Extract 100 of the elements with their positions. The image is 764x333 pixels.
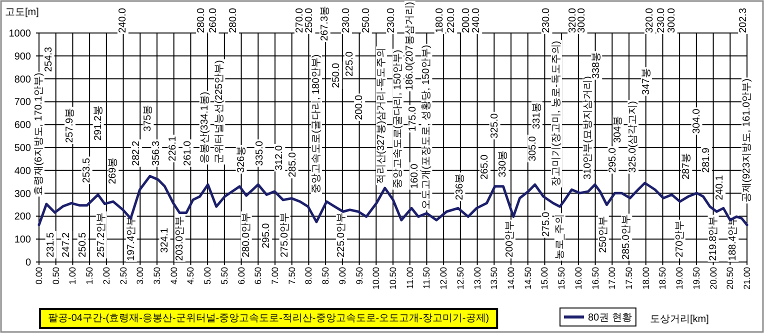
x-tick-label: 18.00 (640, 267, 651, 290)
annotation: 325.0(삼각고지) (628, 101, 639, 173)
annotation: 250.0 (304, 8, 316, 33)
annotation: 282.2 (130, 140, 142, 166)
annotation: 240.0 (471, 8, 482, 33)
annotation: 269봉 (108, 157, 119, 184)
x-tick-label: 11.00 (404, 267, 415, 289)
x-tick-label: 2.50 (118, 267, 128, 285)
x-tick-label: 17.50 (624, 267, 634, 290)
annotation: 300.0 (576, 8, 588, 33)
x-tick-label: 5.50 (219, 267, 230, 285)
text: 팔공-04구간-(효령재-응봉산-군위터널-중앙고속도로-적리산-중앙고속도로-오도고개-장고미기-공제) (48, 313, 490, 324)
annotation: 265.0 (480, 154, 491, 180)
annotation: 적리산(327봉)삼거리-독도주의 (376, 47, 388, 184)
annotation: 203.0안부 (174, 216, 186, 261)
x-tick-label: 9.50 (354, 267, 364, 285)
y-tick-label: 200 (14, 212, 32, 223)
legend-label: 80권 현황 (588, 312, 632, 324)
annotation: 320.0 (568, 8, 579, 33)
annotation: 200안부 (504, 220, 516, 258)
x-tick-label: 21.00 (742, 267, 752, 290)
x-tick-label: 14.00 (506, 267, 516, 290)
y-tick-label: 1000 (8, 28, 32, 40)
x-tick-label: 15.50 (556, 267, 567, 290)
annotation: 325.0 (489, 112, 500, 138)
annotation: 257.9봉 (64, 108, 76, 143)
annotation: 253.5 (81, 158, 92, 183)
annotation: 240.0 (117, 8, 128, 33)
annotation: 250안부 (598, 216, 609, 253)
annotation: 291.2봉 (92, 106, 104, 141)
annotation: 군위터널능선(225안부) (214, 60, 226, 164)
annotation: 농로_주의 (554, 214, 566, 260)
annotation: 200.0 (354, 94, 366, 120)
x-tick-label: 19.00 (674, 267, 685, 290)
annotation: 267.3봉 (319, 6, 330, 42)
x-tick-label: 13.50 (489, 267, 500, 290)
y-tick-label: 500 (14, 143, 32, 154)
annotation: 225.0 (344, 51, 356, 77)
annotation: 장고미기(장고미, 농로-독도주의) (551, 40, 562, 186)
annotation: 200.0 (460, 8, 472, 33)
annotation: 295.0 (608, 147, 619, 173)
annotation: 254.3 (43, 46, 54, 72)
annotation: 180.0 (434, 8, 446, 33)
annotation: 330봉 (498, 150, 509, 178)
annotation: 280.0안부 (240, 212, 252, 258)
x-tick-label: 6.00 (236, 267, 246, 285)
annotation: 중앙고속도로(굴다리, 180안부) (310, 54, 322, 194)
x-tick-label: 20.50 (725, 267, 736, 290)
x-tick-label: 0.00 (34, 267, 44, 285)
annotation: 230.0 (656, 8, 668, 33)
x-tick-label: 4.50 (186, 267, 196, 285)
y-tick-label: 100 (14, 234, 32, 246)
annotation: 오도고개(포장도로, 성황당, 150안부) (421, 44, 432, 210)
x-axis-title: 도상거리[km] (650, 314, 710, 325)
annotation: 305.0 (527, 136, 538, 162)
y-tick-label: 600 (14, 120, 32, 132)
annotation: 175.0 (408, 106, 419, 132)
y-tick-label: 900 (14, 51, 32, 62)
annotation: 280.0 (196, 8, 208, 33)
annotation: 공제(923지방도, 161.0안부) (742, 78, 752, 202)
annotation: 285.0 (287, 152, 298, 178)
annotation: 230.0 (340, 8, 352, 33)
x-tick-label: 12.50 (455, 267, 466, 290)
x-tick-label: 20.00 (708, 267, 718, 290)
x-tick-label: 16.00 (573, 267, 584, 290)
x-tick-label: 7.00 (270, 267, 280, 285)
y-tick-label: 800 (14, 74, 32, 86)
x-tick-label: 5.00 (202, 267, 213, 285)
x-tick-label: 16.50 (590, 267, 600, 290)
annotation: 186.0(207봉삼거리) (404, 2, 416, 90)
y-tick-label: 0 (25, 258, 32, 268)
annotation: 285.0안부 (621, 214, 632, 260)
x-tick-label: 19.50 (691, 267, 702, 290)
annotation: 270안부 (674, 220, 686, 258)
annotation: 287봉 (681, 152, 692, 180)
annotation: 효령재(6지방도, 170.1안부) (34, 72, 44, 196)
x-tick-label: 15.00 (540, 267, 550, 290)
annotation: 295.0 (261, 222, 272, 248)
x-tick-label: 13.00 (472, 267, 482, 290)
annotation: 226.1 (168, 136, 179, 162)
x-tick-label: 6.50 (253, 267, 264, 285)
annotation: 270.0 (294, 8, 306, 33)
annotation: 275.0 (541, 211, 552, 237)
x-tick-label: 2.00 (101, 267, 112, 285)
y-axis-title: 고도[m] (5, 7, 40, 18)
annotation: 250.5 (77, 232, 88, 258)
x-tick-label: 0.50 (50, 267, 61, 285)
y-tick-label: 300 (14, 188, 32, 200)
annotation: 281.9 (701, 147, 712, 173)
annotation: 338봉 (591, 52, 602, 79)
x-tick-label: 1.50 (84, 267, 95, 285)
x-tick-label: 8.50 (320, 267, 331, 285)
annotation: 202.3 (738, 8, 750, 33)
annotation: 220.0 (446, 8, 458, 33)
annotation: 225.0안부 (336, 212, 347, 258)
x-tick-label: 18.50 (658, 267, 668, 290)
annotation: 257.2안부 (96, 212, 107, 258)
annotation: 230.0 (541, 8, 552, 33)
annotation: 331봉 (531, 102, 542, 130)
annotation: 197.4안부 (126, 216, 137, 261)
